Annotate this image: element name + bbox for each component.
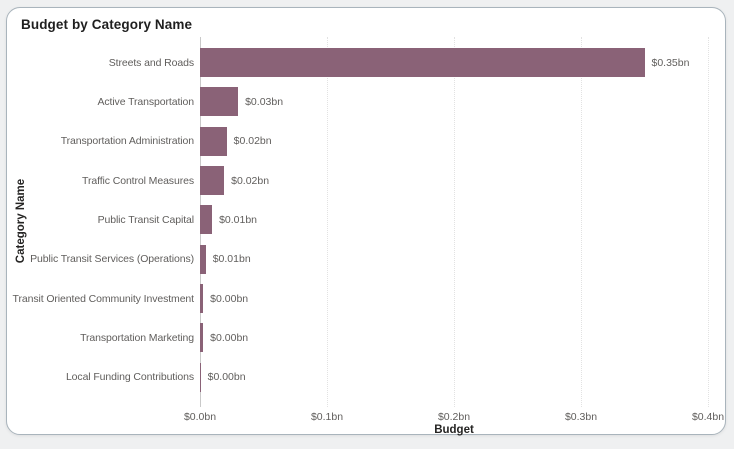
bar[interactable] bbox=[200, 87, 239, 117]
category-label: Transportation Administration bbox=[60, 135, 194, 148]
bar-value-label: $0.00bn bbox=[207, 371, 246, 384]
bar-row: $0.01bn bbox=[200, 240, 708, 279]
gridline bbox=[581, 37, 582, 407]
chart-title: Budget by Category Name bbox=[21, 17, 193, 32]
bar-row: $0.02bn bbox=[200, 161, 708, 200]
gridline bbox=[454, 37, 455, 407]
bar-row: $0.03bn bbox=[200, 82, 708, 121]
bar[interactable] bbox=[200, 323, 204, 353]
bar[interactable] bbox=[200, 205, 213, 235]
bar-value-label: $0.01bn bbox=[212, 253, 251, 266]
bar[interactable] bbox=[200, 48, 645, 78]
category-label: Public Transit Services (Operations) bbox=[30, 253, 194, 266]
bar-value-label: $0.01bn bbox=[219, 213, 258, 226]
x-axis-tick-labels: $0.0bn $0.1bn $0.2bn $0.3bn $0.4bn bbox=[184, 411, 724, 425]
bar-value-label: $0.03bn bbox=[245, 95, 284, 108]
category-label: Transportation Marketing bbox=[80, 331, 194, 344]
x-tick-label: $0.2bn bbox=[437, 411, 471, 423]
bar-value-label: $0.35bn bbox=[651, 56, 690, 69]
bar-value-label: $0.02bn bbox=[231, 174, 270, 187]
bar[interactable] bbox=[200, 126, 227, 156]
category-label: Transit Oriented Community Investment bbox=[12, 292, 195, 305]
bar-row: $0.00bn bbox=[200, 358, 708, 397]
x-axis-title: Budget bbox=[434, 424, 474, 436]
bar-row: $0.35bn bbox=[200, 43, 708, 82]
x-tick-label: $0.3bn bbox=[564, 411, 598, 423]
bar-row: $0.02bn bbox=[200, 122, 708, 161]
bar[interactable] bbox=[200, 244, 206, 274]
bar-row: $0.01bn bbox=[200, 200, 708, 239]
bar-row: $0.00bn bbox=[200, 279, 708, 318]
x-tick-label: $0.1bn bbox=[310, 411, 344, 423]
category-label: Active Transportation bbox=[97, 95, 194, 108]
category-label: Public Transit Capital bbox=[97, 213, 195, 226]
gridline bbox=[327, 37, 328, 407]
bar[interactable] bbox=[200, 362, 201, 392]
bar-row: $0.00bn bbox=[200, 318, 708, 357]
x-tick-label: $0.0bn bbox=[183, 411, 217, 423]
y-axis-title: Category Name bbox=[15, 178, 27, 264]
x-tick-label: $0.4bn bbox=[691, 411, 725, 423]
chart-visual-card: Budget by Category Name Streets and Road… bbox=[6, 7, 726, 436]
bar-value-label: $0.00bn bbox=[210, 292, 249, 305]
bar[interactable] bbox=[200, 284, 204, 314]
bar-value-label: $0.02bn bbox=[233, 135, 272, 148]
bars-area: $0.35bn $0.03bn $0.02bn $0.02bn $0.01bn … bbox=[200, 43, 708, 397]
category-label: Local Funding Contributions bbox=[65, 371, 194, 384]
y-axis-category-labels: Streets and Roads Active Transportation … bbox=[7, 43, 195, 397]
category-label: Traffic Control Measures bbox=[82, 174, 194, 187]
gridline bbox=[708, 37, 709, 407]
bar-value-label: $0.00bn bbox=[210, 331, 249, 344]
bar[interactable] bbox=[200, 166, 225, 196]
category-label: Streets and Roads bbox=[108, 56, 194, 69]
